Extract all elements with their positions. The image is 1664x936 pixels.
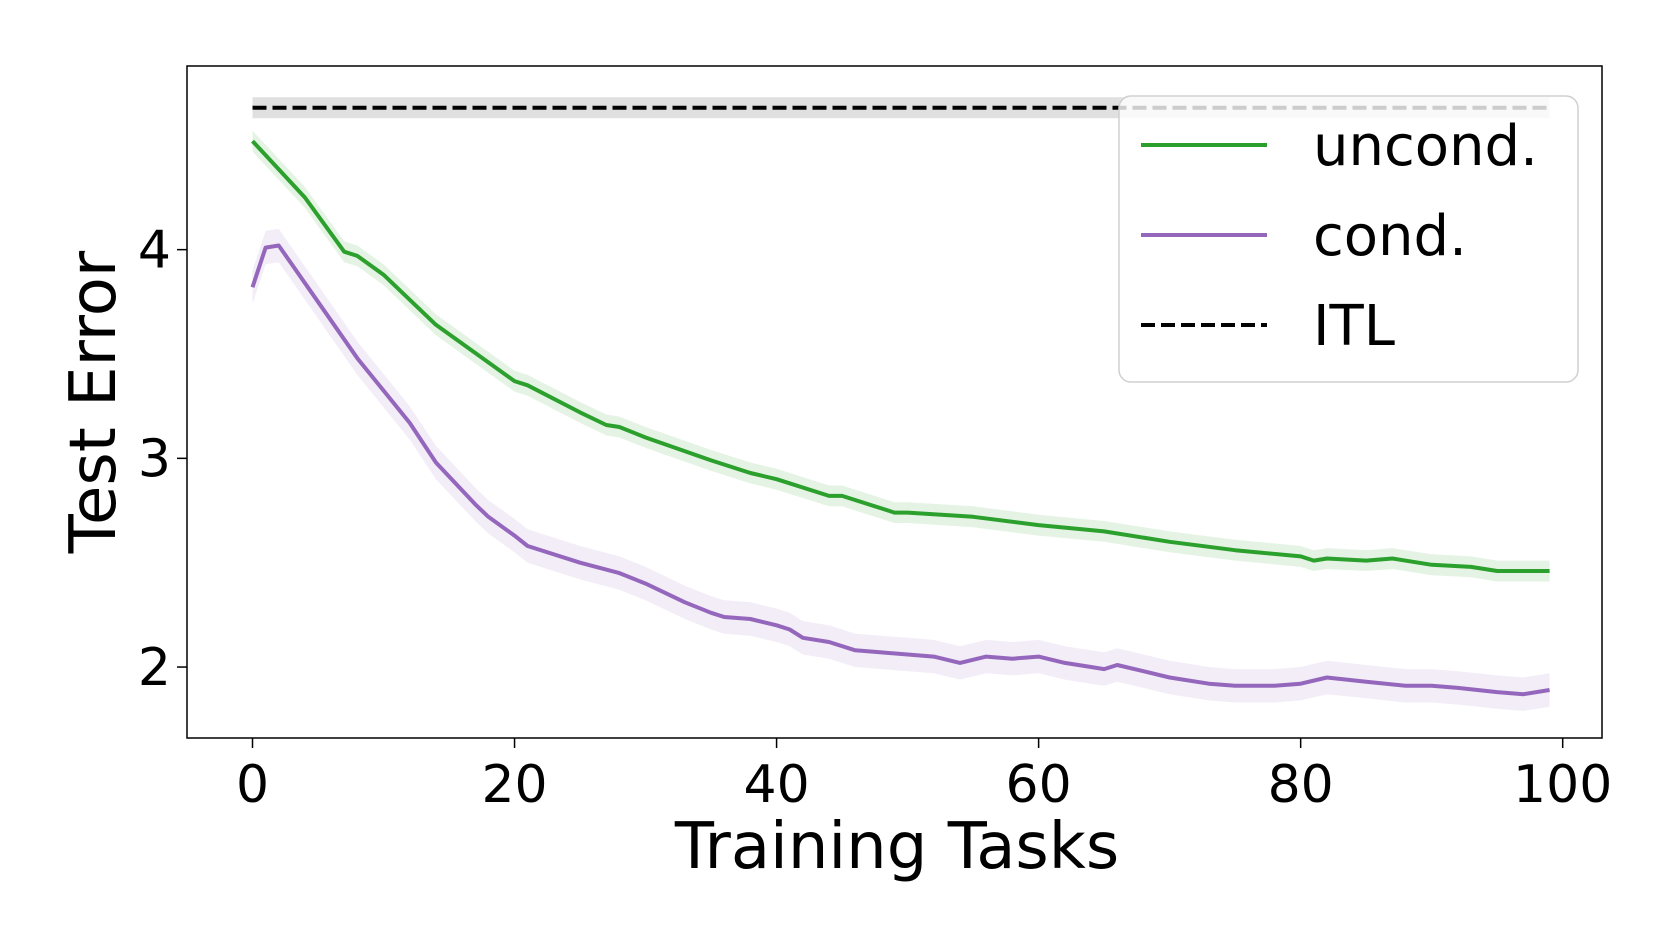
y-tick-label: 3 bbox=[138, 429, 171, 489]
y-tick-label: 2 bbox=[138, 638, 171, 698]
plot-frame bbox=[186, 65, 1603, 739]
y-tick-label: 4 bbox=[138, 221, 171, 281]
legend-frame bbox=[1118, 95, 1579, 383]
x-axis-label: Training Tasks bbox=[674, 810, 1119, 884]
y-axis-label: Test Error bbox=[57, 250, 131, 554]
legend: uncond. cond. ITL bbox=[1118, 95, 1579, 383]
legend-label-cond: cond. bbox=[1313, 204, 1467, 269]
x-tick-label: 60 bbox=[1006, 755, 1072, 815]
legend-label-itl: ITL bbox=[1313, 294, 1395, 359]
x-tick-label: 80 bbox=[1268, 755, 1334, 815]
x-tick-label: 100 bbox=[1513, 755, 1612, 815]
y-axis: 2 3 4 bbox=[138, 221, 187, 698]
legend-label-uncond: uncond. bbox=[1313, 114, 1538, 179]
series-line-uncond bbox=[251, 139, 1550, 573]
x-tick-label: 40 bbox=[743, 755, 809, 815]
series-line-cond bbox=[250, 243, 1550, 697]
x-axis: 0 20 40 60 80 100 bbox=[236, 738, 1612, 815]
x-tick-label: 0 bbox=[236, 755, 269, 815]
x-tick-label: 20 bbox=[481, 755, 547, 815]
